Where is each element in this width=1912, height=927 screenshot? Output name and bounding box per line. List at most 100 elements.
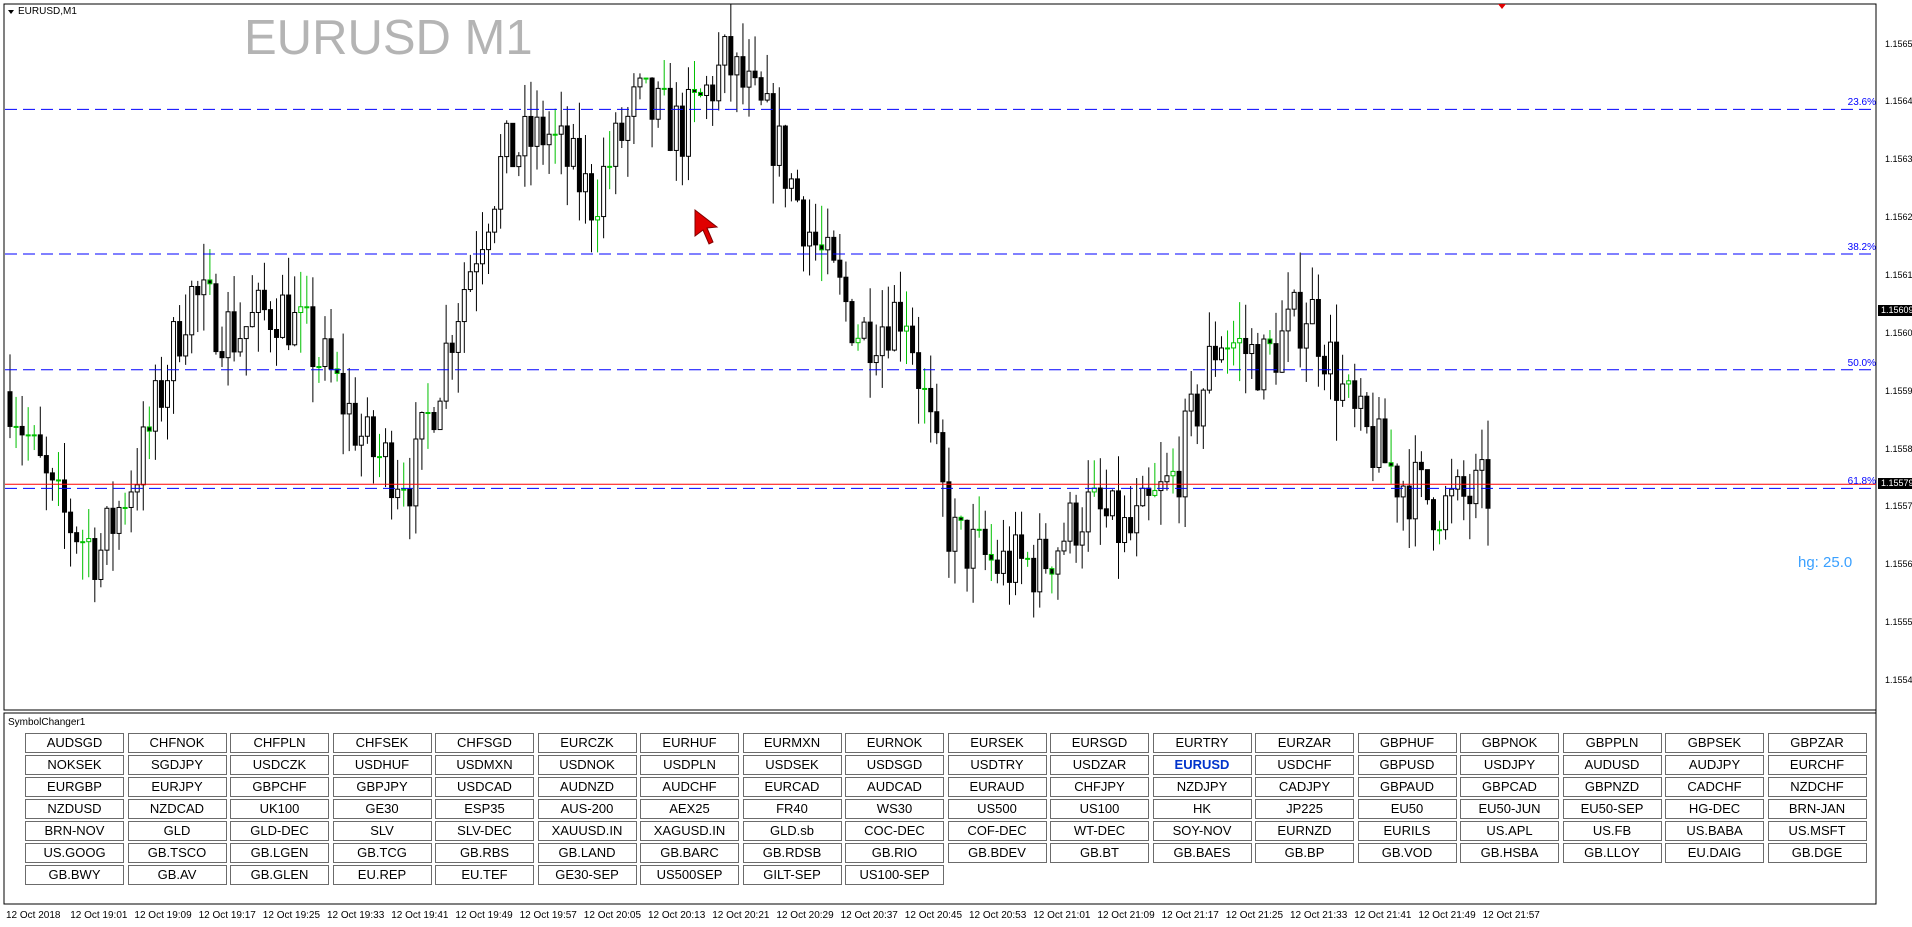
symbol-button-chfsgd[interactable]: CHFSGD [435,733,534,753]
symbol-button-eurchf[interactable]: EURCHF [1767,755,1867,775]
symbol-button-aus-200[interactable]: AUS-200 [537,799,637,819]
symbol-button-gbpusd[interactable]: GBPUSD [1357,755,1457,775]
symbol-button-gbpzar[interactable]: GBPZAR [1767,733,1867,753]
symbol-button-eurcad[interactable]: EURCAD [742,777,842,797]
symbol-button-usdchf[interactable]: USDCHF [1255,755,1354,775]
symbol-button-audsgd[interactable]: AUDSGD [25,733,124,753]
symbol-button-eu50[interactable]: EU50 [1357,799,1457,819]
symbol-button-eurmxn[interactable]: EURMXN [742,733,842,753]
symbol-button-hk[interactable]: HK [1152,799,1252,819]
symbol-button-uk100[interactable]: UK100 [230,799,329,819]
symbol-button-eu-tef[interactable]: EU.TEF [435,865,534,885]
symbol-button-fr40[interactable]: FR40 [742,799,842,819]
symbol-button-gb-av[interactable]: GB.AV [127,865,227,885]
symbol-button-gbppln[interactable]: GBPPLN [1562,733,1662,753]
symbol-button-aex25[interactable]: AEX25 [640,799,739,819]
symbol-button-gb-bt[interactable]: GB.BT [1050,843,1149,863]
symbol-button-gb-rio[interactable]: GB.RIO [845,843,944,863]
symbol-button-gb-baes[interactable]: GB.BAES [1152,843,1252,863]
symbol-button-gb-lgen[interactable]: GB.LGEN [230,843,329,863]
symbol-button-gb-barc[interactable]: GB.BARC [640,843,739,863]
symbol-button-gb-hsba[interactable]: GB.HSBA [1460,843,1559,863]
symbol-button-gb-rdsb[interactable]: GB.RDSB [742,843,842,863]
chart-menu-arrow-icon[interactable] [8,10,14,14]
symbol-button-nzdchf[interactable]: NZDCHF [1767,777,1867,797]
symbol-button-gb-rbs[interactable]: GB.RBS [435,843,534,863]
symbol-button-nzdusd[interactable]: NZDUSD [25,799,124,819]
symbol-button-us-goog[interactable]: US.GOOG [25,843,124,863]
symbol-button-us-fb[interactable]: US.FB [1562,821,1662,841]
symbol-button-us-apl[interactable]: US.APL [1460,821,1559,841]
symbol-button-usdzar[interactable]: USDZAR [1050,755,1149,775]
symbol-button-nzdjpy[interactable]: NZDJPY [1152,777,1252,797]
symbol-button-wt-dec[interactable]: WT-DEC [1050,821,1149,841]
symbol-button-soy-nov[interactable]: SOY-NOV [1152,821,1252,841]
symbol-button-ge30-sep[interactable]: GE30-SEP [537,865,637,885]
symbol-button-gbpaud[interactable]: GBPAUD [1357,777,1457,797]
symbol-button-usdczk[interactable]: USDCZK [230,755,329,775]
symbol-button-eurtry[interactable]: EURTRY [1152,733,1252,753]
symbol-button-eurjpy[interactable]: EURJPY [127,777,227,797]
symbol-button-eurgbp[interactable]: EURGBP [25,777,124,797]
symbol-button-us-msft[interactable]: US.MSFT [1767,821,1867,841]
symbol-button-brn-jan[interactable]: BRN-JAN [1767,799,1867,819]
symbol-button-gbpnzd[interactable]: GBPNZD [1562,777,1662,797]
symbol-button-coc-dec[interactable]: COC-DEC [845,821,944,841]
symbol-button-gbphuf[interactable]: GBPHUF [1357,733,1457,753]
symbol-button-gbpcad[interactable]: GBPCAD [1460,777,1559,797]
symbol-button-esp35[interactable]: ESP35 [435,799,534,819]
symbol-button-euraud[interactable]: EURAUD [947,777,1047,797]
symbol-button-jp225[interactable]: JP225 [1255,799,1354,819]
symbol-button-usdnok[interactable]: USDNOK [537,755,637,775]
symbol-button-usdsek[interactable]: USDSEK [742,755,842,775]
symbol-button-gb-lloy[interactable]: GB.LLOY [1562,843,1662,863]
symbol-button-chfpln[interactable]: CHFPLN [230,733,329,753]
symbol-button-usdjpy[interactable]: USDJPY [1460,755,1559,775]
symbol-button-noksek[interactable]: NOKSEK [25,755,124,775]
symbol-button-nzdcad[interactable]: NZDCAD [127,799,227,819]
symbol-button-eurils[interactable]: EURILS [1357,821,1457,841]
symbol-button-chfsek[interactable]: CHFSEK [332,733,432,753]
symbol-button-gld[interactable]: GLD [127,821,227,841]
symbol-button-audusd[interactable]: AUDUSD [1562,755,1662,775]
symbol-button-gbpnok[interactable]: GBPNOK [1460,733,1559,753]
symbol-button-ws30[interactable]: WS30 [845,799,944,819]
symbol-button-eursgd[interactable]: EURSGD [1050,733,1149,753]
symbol-button-eu-daig[interactable]: EU.DAIG [1665,843,1764,863]
symbol-button-eursek[interactable]: EURSEK [947,733,1047,753]
symbol-button-chfjpy[interactable]: CHFJPY [1050,777,1149,797]
symbol-button-chfnok[interactable]: CHFNOK [127,733,227,753]
symbol-button-gb-vod[interactable]: GB.VOD [1357,843,1457,863]
symbol-button-gbpsek[interactable]: GBPSEK [1665,733,1764,753]
symbol-button-eurczk[interactable]: EURCZK [537,733,637,753]
symbol-button-us100[interactable]: US100 [1050,799,1149,819]
symbol-button-xagusd-in[interactable]: XAGUSD.IN [640,821,739,841]
symbol-button-gb-tsco[interactable]: GB.TSCO [127,843,227,863]
symbol-button-usdsgd[interactable]: USDSGD [845,755,944,775]
symbol-button-hg-dec[interactable]: HG-DEC [1665,799,1764,819]
symbol-button-ge30[interactable]: GE30 [332,799,432,819]
symbol-button-gb-glen[interactable]: GB.GLEN [230,865,329,885]
symbol-button-eurusd[interactable]: EURUSD [1152,755,1252,775]
symbol-button-audnzd[interactable]: AUDNZD [537,777,637,797]
symbol-button-eu-rep[interactable]: EU.REP [332,865,432,885]
symbol-button-usdcad[interactable]: USDCAD [435,777,534,797]
symbol-button-gb-land[interactable]: GB.LAND [537,843,637,863]
symbol-button-gb-bwy[interactable]: GB.BWY [25,865,124,885]
symbol-button-cof-dec[interactable]: COF-DEC [947,821,1047,841]
symbol-button-gb-dge[interactable]: GB.DGE [1767,843,1867,863]
symbol-button-us-baba[interactable]: US.BABA [1665,821,1764,841]
symbol-button-sgdjpy[interactable]: SGDJPY [127,755,227,775]
symbol-button-slv[interactable]: SLV [332,821,432,841]
symbol-button-gbpchf[interactable]: GBPCHF [230,777,329,797]
symbol-button-usdmxn[interactable]: USDMXN [435,755,534,775]
symbol-button-audchf[interactable]: AUDCHF [640,777,739,797]
symbol-button-audcad[interactable]: AUDCAD [845,777,944,797]
symbol-button-gilt-sep[interactable]: GILT-SEP [742,865,842,885]
symbol-button-brn-nov[interactable]: BRN-NOV [25,821,124,841]
symbol-button-eurzar[interactable]: EURZAR [1255,733,1354,753]
symbol-button-gb-tcg[interactable]: GB.TCG [332,843,432,863]
symbol-button-gld-dec[interactable]: GLD-DEC [230,821,329,841]
shift-marker-icon[interactable] [1498,4,1506,9]
